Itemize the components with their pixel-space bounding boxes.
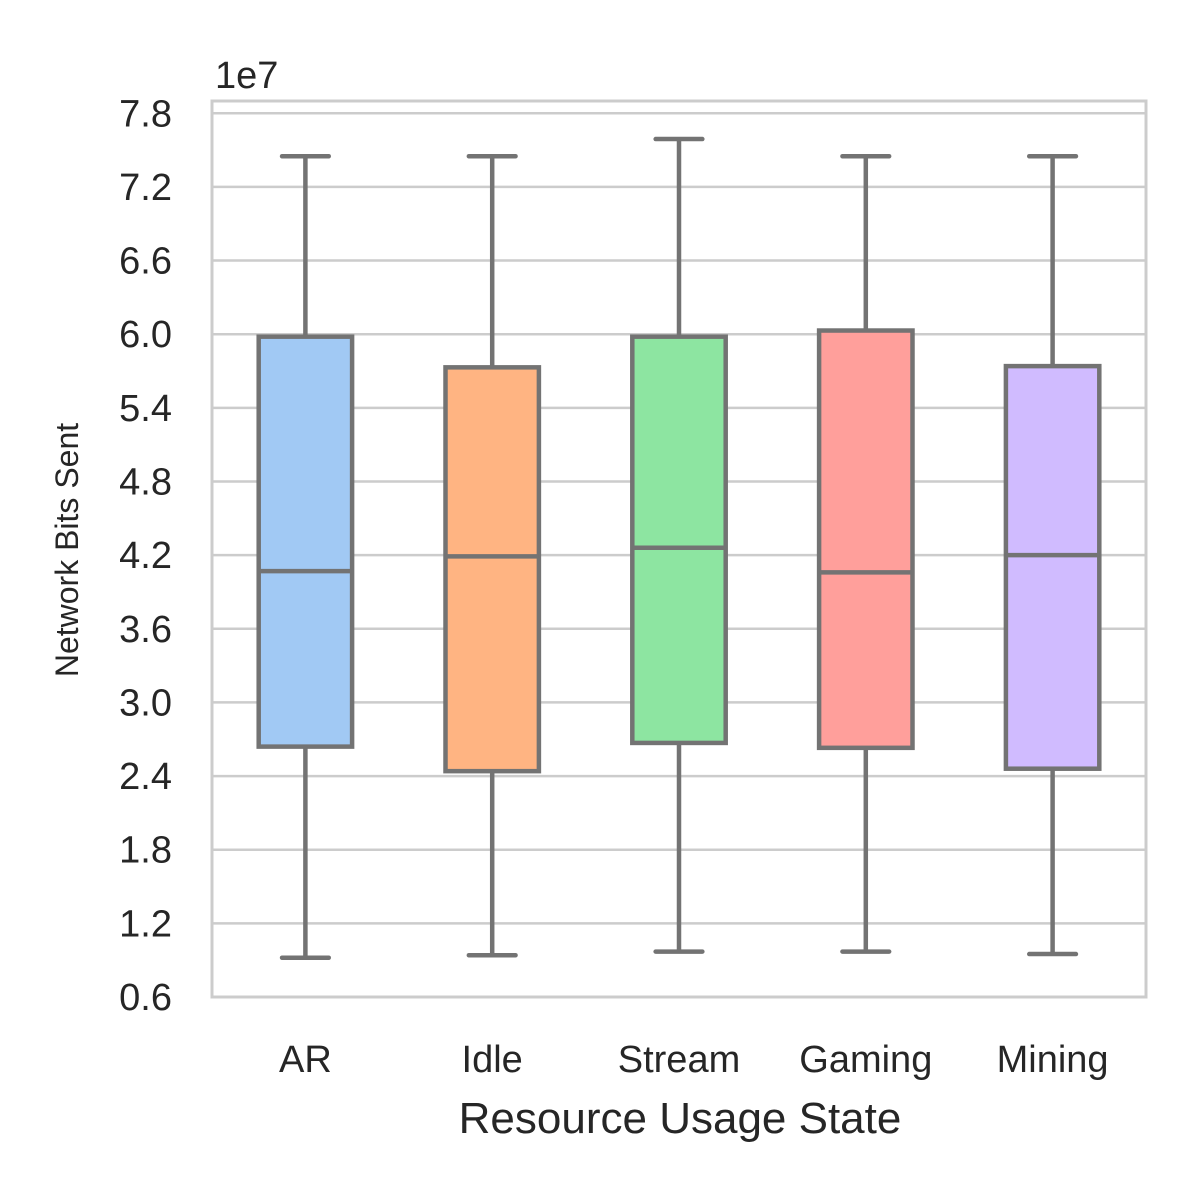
y-tick-label: 3.0 (119, 682, 172, 724)
y-tick-label: 1.2 (119, 903, 172, 945)
y-tick-label: 2.4 (119, 756, 172, 798)
box-idle (443, 153, 542, 958)
y-tick-label: 6.0 (119, 314, 172, 356)
x-tick-label: Idle (462, 1039, 523, 1081)
y-tick-labels: 0.6 1.2 1.8 2.4 3.0 3.6 4.2 4.8 5.4 6.0 6.6 7.2 7.8 (119, 93, 172, 1019)
iqr-box (256, 334, 355, 749)
y-tick-label: 1.8 (119, 830, 172, 872)
iqr-box (443, 365, 542, 774)
box-gaming (816, 153, 915, 954)
box-stream (630, 136, 728, 954)
box-series (256, 136, 1102, 960)
y-tick-label: 5.4 (119, 388, 172, 430)
x-axis-title: Resource Usage State (459, 1094, 902, 1143)
x-tick-label: Stream (618, 1039, 740, 1081)
y-tick-label: 6.6 (119, 241, 172, 283)
y-tick-label: 3.6 (119, 609, 172, 651)
y-tick-label: 0.6 (119, 977, 172, 1019)
y-tick-label: 7.8 (119, 93, 172, 135)
x-tick-label: AR (279, 1039, 332, 1081)
plot-frame (210, 99, 1148, 999)
y-offset-label: 1e7 (215, 55, 278, 97)
iqr-box (816, 328, 915, 751)
box-mining (1003, 153, 1102, 957)
box-ar (256, 153, 355, 960)
y-tick-label: 4.8 (119, 461, 172, 503)
iqr-box (1003, 363, 1102, 771)
iqr-box (630, 334, 728, 746)
x-tick-labels: AR Idle Stream Gaming Mining (279, 1039, 1109, 1081)
x-tick-label: Mining (997, 1039, 1109, 1081)
y-tick-label: 7.2 (119, 167, 172, 209)
x-tick-label: Gaming (799, 1039, 932, 1081)
y-tick-label: 4.2 (119, 535, 172, 577)
y-axis-title: Network Bits Sent (49, 423, 85, 677)
